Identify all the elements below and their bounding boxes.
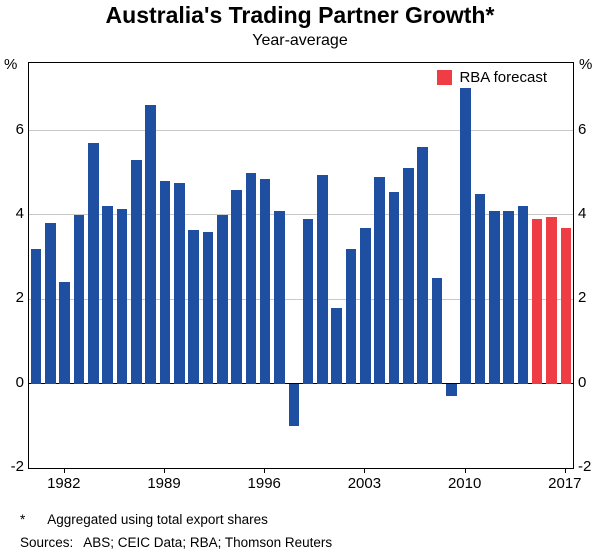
sources-text: ABS; CEIC Data; RBA; Thomson Reuters	[83, 535, 333, 550]
bar-1986	[116, 208, 128, 384]
zero-line	[29, 383, 573, 385]
plot-area: RBA forecast	[28, 62, 574, 469]
y-tick-label-left-6: 6	[15, 120, 24, 138]
bar-1980	[30, 248, 42, 384]
y-tick-label-right-2: 2	[578, 289, 587, 307]
bar-2010	[460, 88, 471, 384]
y-tick-label-left--2: -2	[10, 458, 24, 475]
bar-2013	[503, 210, 514, 384]
bar-2015	[531, 219, 543, 384]
sources-line: Sources: ABS; CEIC Data; RBA; Thomson Reu…	[20, 535, 332, 550]
bar-2014	[517, 206, 529, 384]
bar-2016	[546, 216, 557, 384]
bar-1998	[288, 383, 300, 426]
x-tick-1989	[164, 469, 165, 473]
footnote-text: Aggregated using total export shares	[47, 512, 268, 527]
bar-1989	[159, 181, 171, 384]
bar-2001	[331, 307, 343, 384]
bar-2007	[417, 147, 428, 384]
bar-2002	[345, 248, 357, 384]
bar-2017	[560, 227, 572, 384]
bar-2000	[317, 174, 328, 384]
x-tick-label-1989: 1989	[147, 475, 181, 492]
y-tick-label-right-6: 6	[578, 120, 587, 138]
bar-1981	[45, 223, 56, 384]
bar-1995	[245, 172, 257, 384]
bar-2005	[388, 191, 400, 384]
bar-2009	[446, 383, 457, 397]
y-tick-label-left-4: 4	[15, 204, 24, 222]
x-tick-label-2010: 2010	[447, 475, 482, 492]
chart-subtitle: Year-average	[252, 32, 348, 49]
bar-2003	[360, 227, 371, 384]
y-tick-label-left-0: 0	[15, 373, 24, 391]
x-tick-label-1996: 1996	[247, 475, 281, 492]
bar-1994	[231, 189, 242, 384]
bar-1987	[131, 160, 142, 384]
x-tick-1982	[63, 469, 65, 473]
x-tick-label-2003: 2003	[347, 475, 382, 492]
bar-1991	[188, 229, 199, 384]
x-tick-2017	[564, 469, 566, 473]
sources-label: Sources:	[20, 535, 74, 550]
bar-1982	[59, 282, 71, 384]
bar-1990	[174, 183, 185, 384]
bar-1999	[302, 219, 314, 384]
bar-1988	[145, 105, 156, 384]
footnote-line: * Aggregated using total export shares	[20, 512, 268, 527]
chart-title: Australia's Trading Partner Growth*	[105, 2, 495, 28]
bar-1985	[102, 206, 114, 384]
gridline-6	[29, 130, 573, 131]
bar-1983	[73, 214, 85, 384]
bar-2004	[374, 176, 386, 384]
forecast-legend-swatch	[437, 70, 453, 85]
y-tick-label-right-0: 0	[578, 373, 587, 391]
x-tick-label-2017: 2017	[548, 475, 582, 492]
x-tick-2003	[364, 469, 366, 473]
gridline-4	[29, 214, 573, 216]
x-tick-2010	[464, 469, 466, 473]
x-tick-label-1982: 1982	[47, 475, 81, 492]
y-axis-unit-left: %	[4, 56, 18, 73]
bar-2011	[474, 193, 486, 384]
bar-2012	[488, 210, 500, 384]
bar-1996	[259, 179, 271, 384]
x-tick-1996	[264, 469, 266, 473]
bar-1997	[274, 210, 285, 384]
bar-2006	[403, 168, 414, 384]
y-axis-unit-right: %	[579, 56, 593, 73]
y-tick-label-right--2: -2	[578, 458, 592, 475]
gridline-2	[29, 298, 573, 300]
bar-2008	[431, 278, 443, 384]
forecast-legend-label: RBA forecast	[459, 69, 547, 86]
bar-1992	[202, 231, 214, 384]
y-tick-label-left-2: 2	[15, 289, 24, 307]
bar-1984	[88, 143, 99, 384]
y-tick-label-right-4: 4	[578, 204, 587, 222]
legend: RBA forecast	[437, 69, 547, 86]
bar-1993	[216, 214, 228, 384]
footnote-marker: *	[20, 512, 26, 527]
